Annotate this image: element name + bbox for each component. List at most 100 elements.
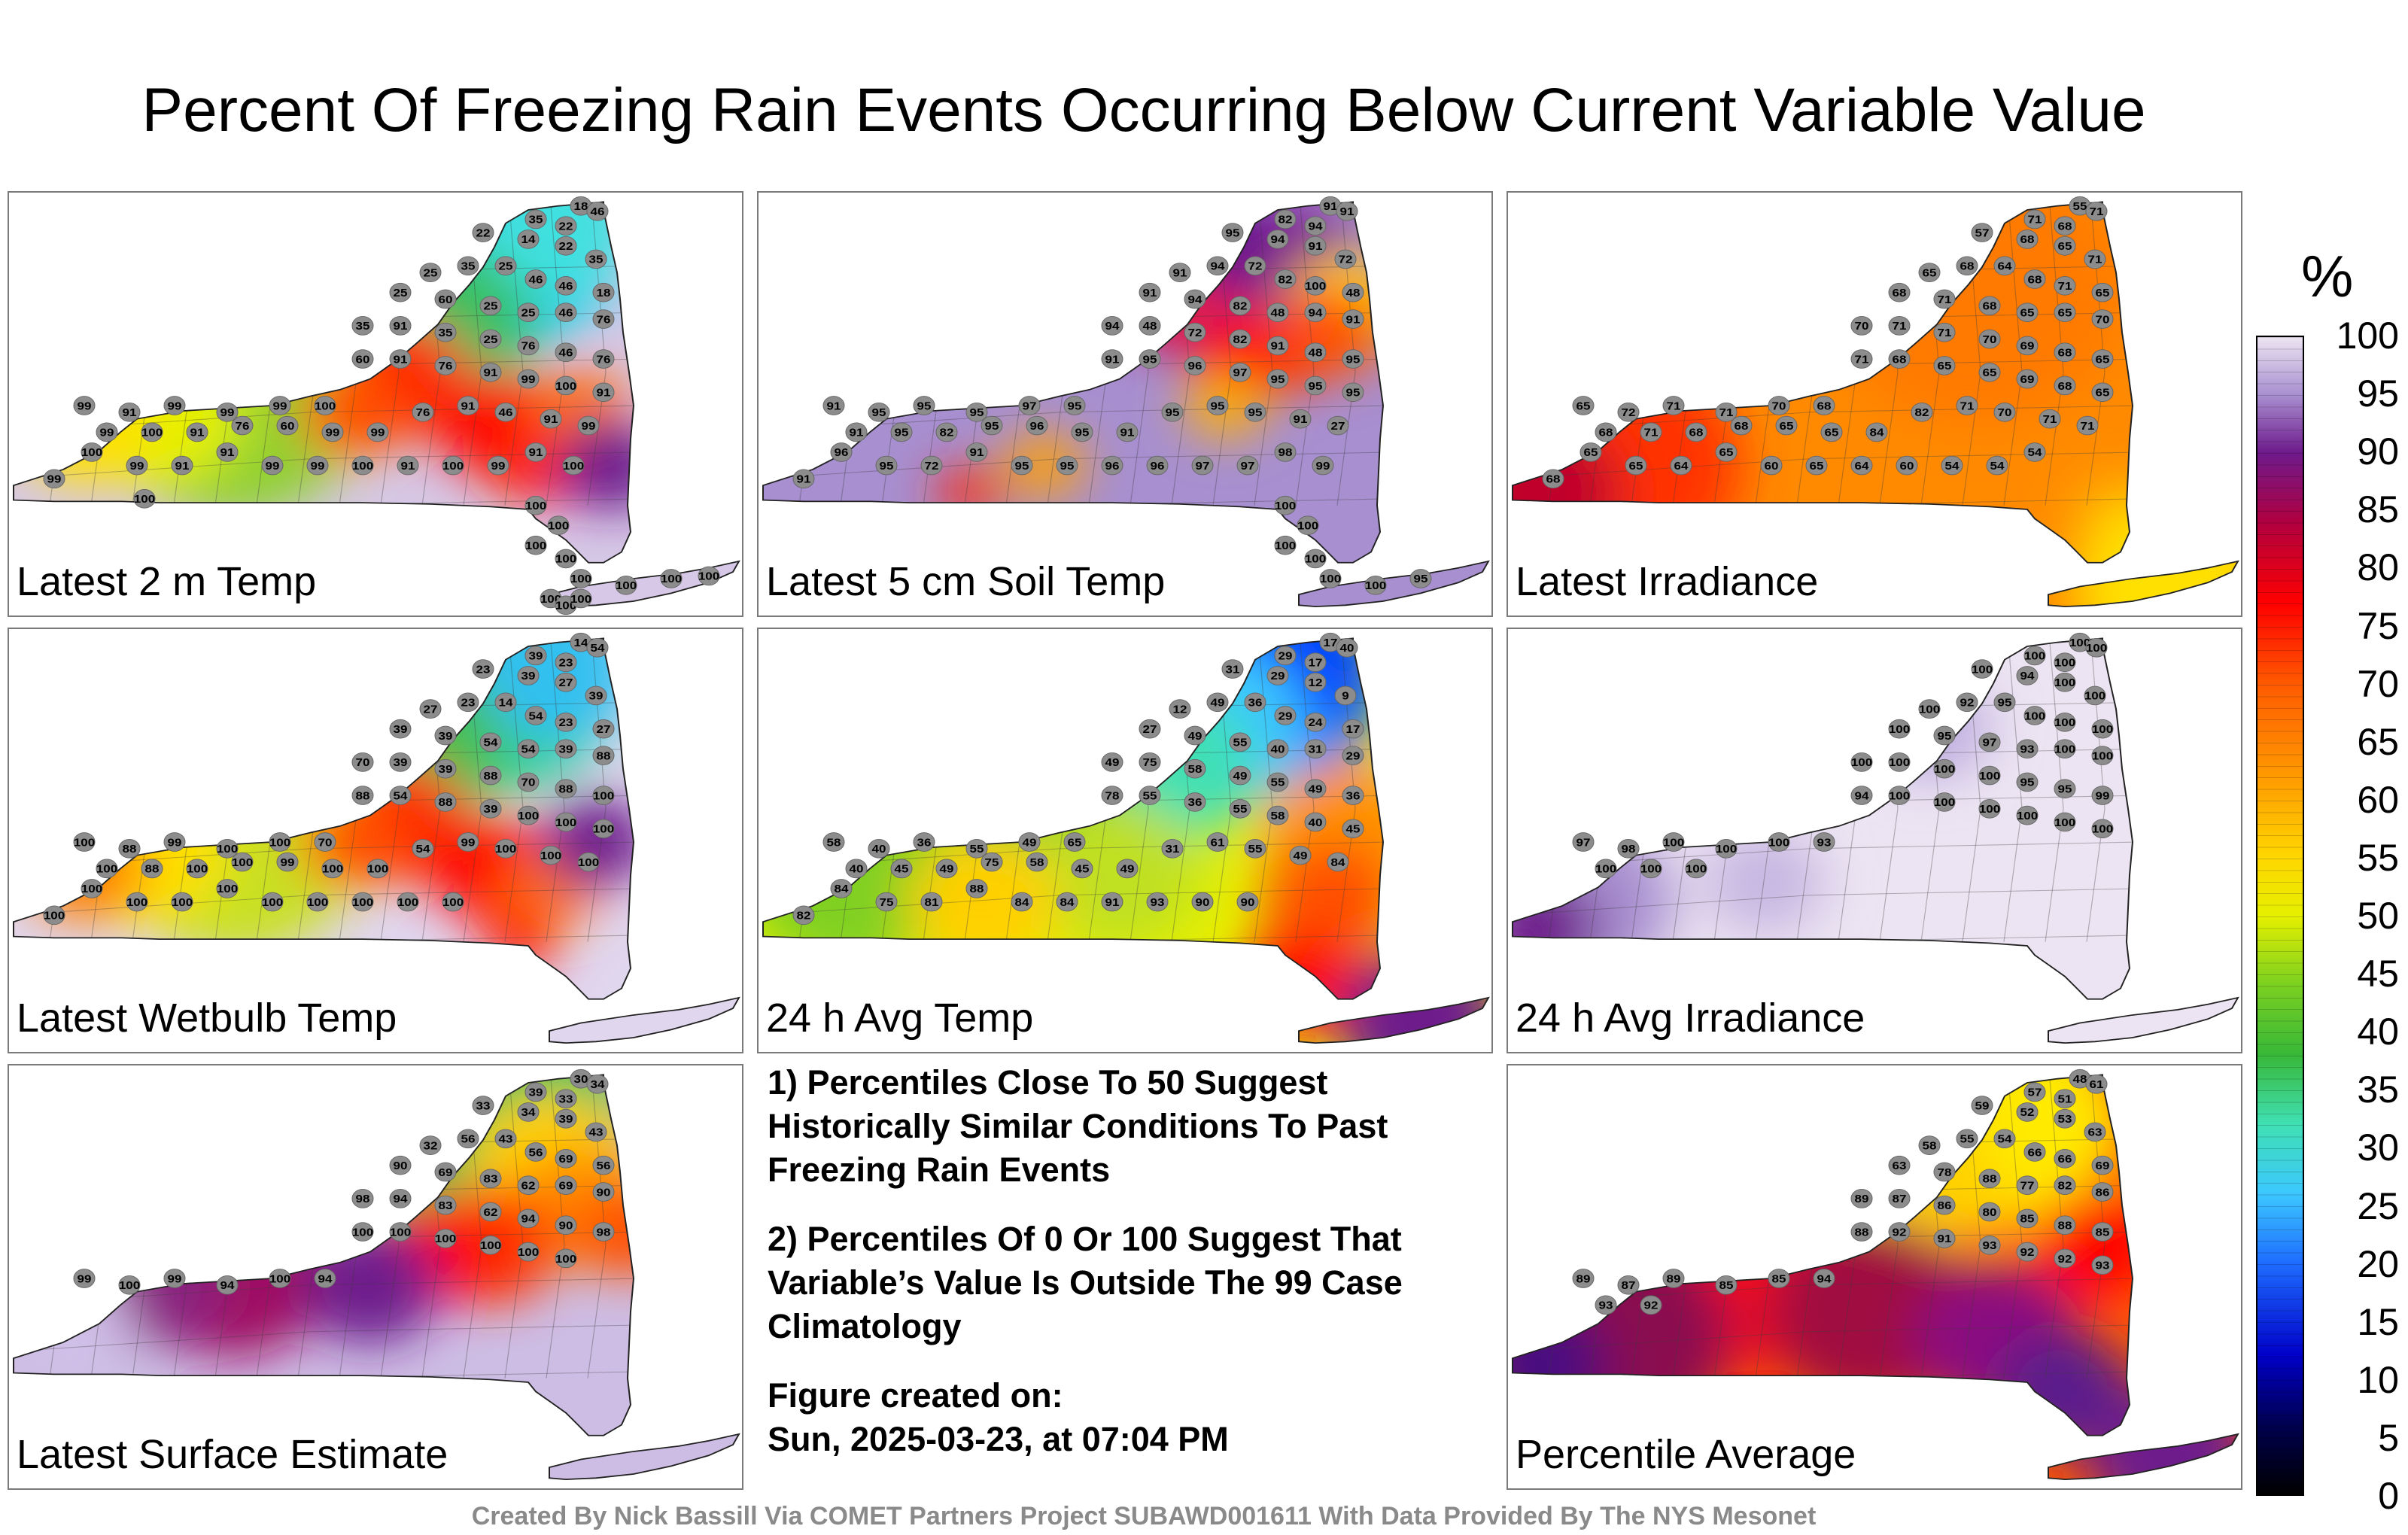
station-value: 56	[461, 1132, 476, 1145]
station-value: 43	[589, 1126, 604, 1139]
station-dot	[2023, 1082, 2046, 1102]
station-dot	[351, 892, 374, 912]
station-value: 99	[168, 1272, 182, 1285]
station-dot	[1730, 415, 1753, 436]
station-value: 61	[2090, 1078, 2104, 1091]
station-value: 46	[499, 406, 513, 419]
station-marker: 91	[524, 442, 547, 462]
station-value: 88	[123, 843, 137, 856]
station-value: 68	[1960, 260, 1975, 272]
station-dot	[1244, 839, 1266, 859]
station-dot	[1850, 455, 1873, 476]
station-dot	[479, 732, 502, 752]
station-marker: 30	[570, 1068, 592, 1089]
station-marker: 95	[965, 403, 988, 422]
colorbar-tick-label: 65	[2357, 720, 2399, 763]
station-value: 100	[435, 1233, 456, 1245]
station-value: 82	[1233, 300, 1248, 313]
station-marker: 68	[1888, 282, 1911, 302]
station-marker: 84	[1865, 422, 1888, 442]
station-dot	[216, 403, 239, 422]
station-value: 91	[394, 353, 408, 366]
station-value: 59	[1975, 1099, 1990, 1112]
station-value: 93	[1599, 1299, 1613, 1312]
station-value: 68	[2058, 380, 2072, 393]
station-marker: 99	[487, 455, 509, 476]
station-dot	[2054, 1148, 2076, 1169]
colorbar-tick-label: 25	[2357, 1184, 2399, 1227]
station-dot	[868, 403, 890, 422]
station-value: 97	[1576, 836, 1591, 849]
station-dot	[1274, 706, 1297, 725]
station-value: 69	[559, 1179, 573, 1192]
station-marker: 88	[965, 879, 988, 898]
station-value: 54	[484, 737, 498, 749]
station-marker: 35	[457, 256, 479, 276]
station-dot	[1101, 455, 1123, 476]
station-marker: 71	[1850, 349, 1873, 369]
station-value: 68	[1599, 427, 1613, 439]
station-marker: 94	[314, 1269, 336, 1288]
station-value: 69	[2096, 1160, 2110, 1172]
station-dot	[1888, 719, 1911, 739]
station-value: 17	[1309, 656, 1323, 669]
station-marker: 99	[517, 369, 540, 389]
map-panel-latest-surface-estimate: 39 33 30 34 33 34 39 43 32 56 43 56 69 56 90 69 83 62 69 90…	[8, 1064, 743, 1490]
station-dot	[314, 832, 336, 852]
station-dot	[412, 839, 434, 859]
station-dot	[1933, 1229, 1956, 1248]
station-dot	[524, 535, 547, 555]
station-dot	[457, 832, 479, 852]
station-value: 68	[1735, 420, 1749, 433]
station-marker: 57	[2023, 1082, 2046, 1102]
station-value: 94	[2020, 670, 2035, 682]
station-dot	[1993, 256, 2016, 276]
station-marker: 31	[1304, 739, 1327, 759]
station-dot	[2091, 819, 2114, 839]
station-dot	[1896, 455, 1918, 476]
station-marker: 89	[1662, 1269, 1685, 1288]
station-marker: 95	[1409, 569, 1432, 588]
station-value: 46	[559, 306, 573, 319]
state-outline	[549, 1433, 740, 1480]
station-value: 63	[1893, 1160, 1907, 1172]
station-dot	[314, 396, 336, 415]
station-dot	[1888, 316, 1911, 336]
station-value: 60	[1900, 460, 1914, 473]
station-dot	[1026, 415, 1048, 436]
station-marker: 35	[524, 209, 547, 229]
station-marker: 100	[1274, 495, 1297, 515]
station-marker: 89	[1572, 1269, 1595, 1288]
station-value: 78	[1938, 1166, 1952, 1179]
station-dot	[2085, 1074, 2108, 1094]
station-value: 100	[548, 519, 569, 532]
station-marker: 39	[389, 719, 412, 739]
station-dot	[479, 798, 502, 819]
station-dot	[935, 422, 958, 442]
station-value: 94	[1211, 260, 1225, 272]
station-value: 100	[555, 1253, 576, 1266]
station-dot	[1289, 409, 1312, 429]
station-dot	[366, 422, 389, 442]
station-value: 91	[529, 446, 543, 459]
station-dot	[830, 442, 853, 462]
station-dot	[524, 495, 547, 515]
station-value: 39	[439, 730, 453, 743]
station-dot	[1685, 859, 1707, 879]
station-dot	[434, 356, 457, 375]
station-marker: 72	[920, 455, 943, 476]
station-value: 12	[1309, 676, 1323, 689]
station-value: 88	[356, 789, 370, 802]
station-marker: 54	[1993, 1129, 2016, 1149]
station-dot	[2054, 302, 2076, 323]
station-value: 65	[1629, 460, 1643, 473]
station-dot	[981, 415, 1003, 436]
station-dot	[1304, 779, 1327, 799]
station-value: 70	[1772, 400, 1786, 412]
station-dot	[434, 1195, 457, 1215]
station-value: 91	[394, 320, 408, 333]
station-marker: 54	[524, 706, 547, 725]
station-marker: 25	[419, 263, 442, 282]
station-dot	[1063, 396, 1086, 415]
